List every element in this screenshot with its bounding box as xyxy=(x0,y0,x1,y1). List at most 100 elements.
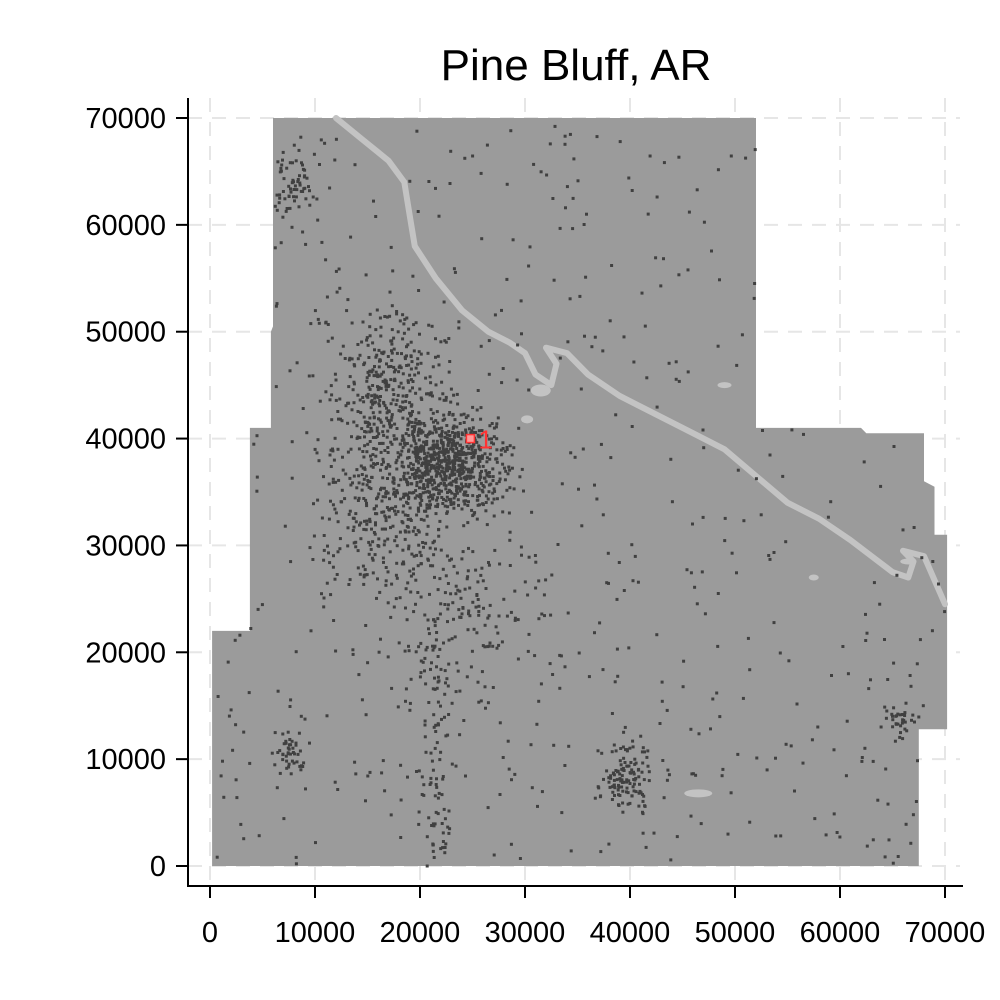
developed-point-downtown xyxy=(472,512,476,516)
developed-point-south-corridor xyxy=(429,781,433,785)
developed-point-northwest-corridor xyxy=(343,357,347,360)
developed-point-central-scatter xyxy=(479,699,483,703)
developed-point-downtown xyxy=(453,473,457,477)
developed-point-northwest-corridor xyxy=(368,387,372,391)
developed-point-scattered xyxy=(548,142,552,146)
developed-point-downtown xyxy=(456,498,460,502)
developed-point-scattered xyxy=(388,314,392,318)
developed-point-south-corridor xyxy=(444,842,448,846)
developed-point-downtown xyxy=(433,452,437,456)
developed-point-south-corridor xyxy=(435,665,438,669)
developed-point-central-scatter xyxy=(454,592,458,596)
developed-point-downtown xyxy=(411,410,414,413)
developed-point-downtown xyxy=(495,422,499,426)
developed-point-scattered xyxy=(666,768,670,772)
developed-point-central-scatter xyxy=(498,562,502,566)
developed-point-southwest-town xyxy=(273,731,277,735)
developed-point-downtown xyxy=(471,450,475,454)
developed-point-northwest-corridor xyxy=(371,465,375,469)
developed-point-northwest-corridor xyxy=(402,322,406,326)
developed-point-northwest-corridor xyxy=(374,328,378,332)
developed-point-central-scatter xyxy=(459,596,463,600)
developed-point-scattered xyxy=(723,516,727,520)
developed-point-scattered xyxy=(640,291,644,295)
developed-point-scattered xyxy=(582,223,586,226)
developed-point-scattered xyxy=(255,434,259,438)
developed-point-south-town xyxy=(647,779,651,783)
developed-point-scattered xyxy=(937,582,940,586)
developed-point-downtown xyxy=(425,454,429,458)
developed-point-west xyxy=(320,516,324,520)
developed-point-central-scatter xyxy=(457,608,461,612)
developed-point-west xyxy=(387,515,391,519)
developed-point-south-town xyxy=(630,794,634,798)
developed-point-central-scatter xyxy=(376,577,379,581)
developed-point-south-town xyxy=(633,757,637,761)
developed-point-downtown xyxy=(427,478,431,482)
developed-point-south-corridor xyxy=(422,793,426,797)
developed-point-southwest-town xyxy=(286,752,290,756)
developed-point-downtown xyxy=(423,487,426,490)
developed-point-northwest-corridor xyxy=(395,437,399,441)
y-tick-label-6: 60000 xyxy=(85,210,166,242)
developed-point-west xyxy=(368,480,372,484)
developed-point-scattered xyxy=(229,708,233,712)
developed-point-northwest-corridor xyxy=(365,376,369,380)
developed-point-northwest-corridor xyxy=(381,379,385,383)
developed-point-downtown xyxy=(495,460,499,464)
developed-point-scattered xyxy=(437,492,441,496)
developed-point-scattered xyxy=(931,560,935,563)
developed-point-downtown xyxy=(485,434,489,438)
developed-point-northwest-corridor xyxy=(317,459,321,463)
developed-point-east-town xyxy=(891,725,895,729)
developed-point-northwest-corridor xyxy=(388,422,392,426)
developed-point-scattered xyxy=(482,606,485,610)
developed-point-northwest-corridor xyxy=(401,408,405,412)
developed-point-downtown xyxy=(464,431,468,435)
developed-point-scattered xyxy=(585,212,588,216)
developed-point-downtown xyxy=(463,493,467,497)
developed-point-downtown xyxy=(448,476,452,480)
developed-point-northwest-corridor xyxy=(334,398,338,402)
developed-point-downtown xyxy=(455,425,459,429)
developed-point-northwest-corridor xyxy=(368,312,372,316)
developed-point-downtown xyxy=(480,456,484,460)
developed-point-south-corridor xyxy=(420,793,424,796)
developed-point-downtown xyxy=(414,459,418,463)
developed-point-west xyxy=(333,577,337,581)
developed-point-central-scatter xyxy=(409,574,413,578)
developed-point-scattered xyxy=(442,300,446,304)
developed-point-downtown xyxy=(481,502,485,506)
developed-point-scattered xyxy=(450,557,453,561)
developed-point-west xyxy=(415,553,419,557)
developed-point-downtown xyxy=(472,475,476,479)
developed-point-central-scatter xyxy=(446,620,449,624)
developed-point-central-scatter xyxy=(455,571,459,575)
developed-point-downtown xyxy=(471,444,475,448)
developed-point-scattered xyxy=(639,734,643,738)
developed-point-scattered xyxy=(862,460,866,464)
developed-point-northwest-corridor xyxy=(437,363,441,367)
developed-point-northwest-corridor xyxy=(434,419,438,423)
city-marker: 1 xyxy=(465,425,493,455)
developed-point-scattered xyxy=(863,746,867,750)
developed-point-downtown xyxy=(424,478,428,482)
developed-point-west xyxy=(338,547,342,551)
developed-point-downtown xyxy=(434,504,438,508)
developed-point-central-scatter xyxy=(461,550,465,554)
developed-point-southwest-town xyxy=(287,747,291,751)
developed-point-downtown xyxy=(455,491,459,495)
developed-point-scattered xyxy=(333,158,337,162)
developed-point-scattered xyxy=(682,659,686,663)
developed-point-northwest-corridor xyxy=(374,370,378,374)
developed-point-northwest-corridor xyxy=(389,402,393,406)
developed-point-northwest-corridor xyxy=(363,435,366,439)
developed-point-northwest-corridor xyxy=(379,395,382,398)
developed-point-downtown xyxy=(479,475,483,479)
developed-point-northwest-corridor xyxy=(376,375,380,379)
developed-point-scattered xyxy=(519,299,523,303)
developed-point-downtown xyxy=(412,490,416,494)
developed-point-northwest-corridor xyxy=(413,373,417,377)
developed-point-northwest-corridor xyxy=(368,430,372,434)
developed-point-downtown xyxy=(485,471,489,475)
